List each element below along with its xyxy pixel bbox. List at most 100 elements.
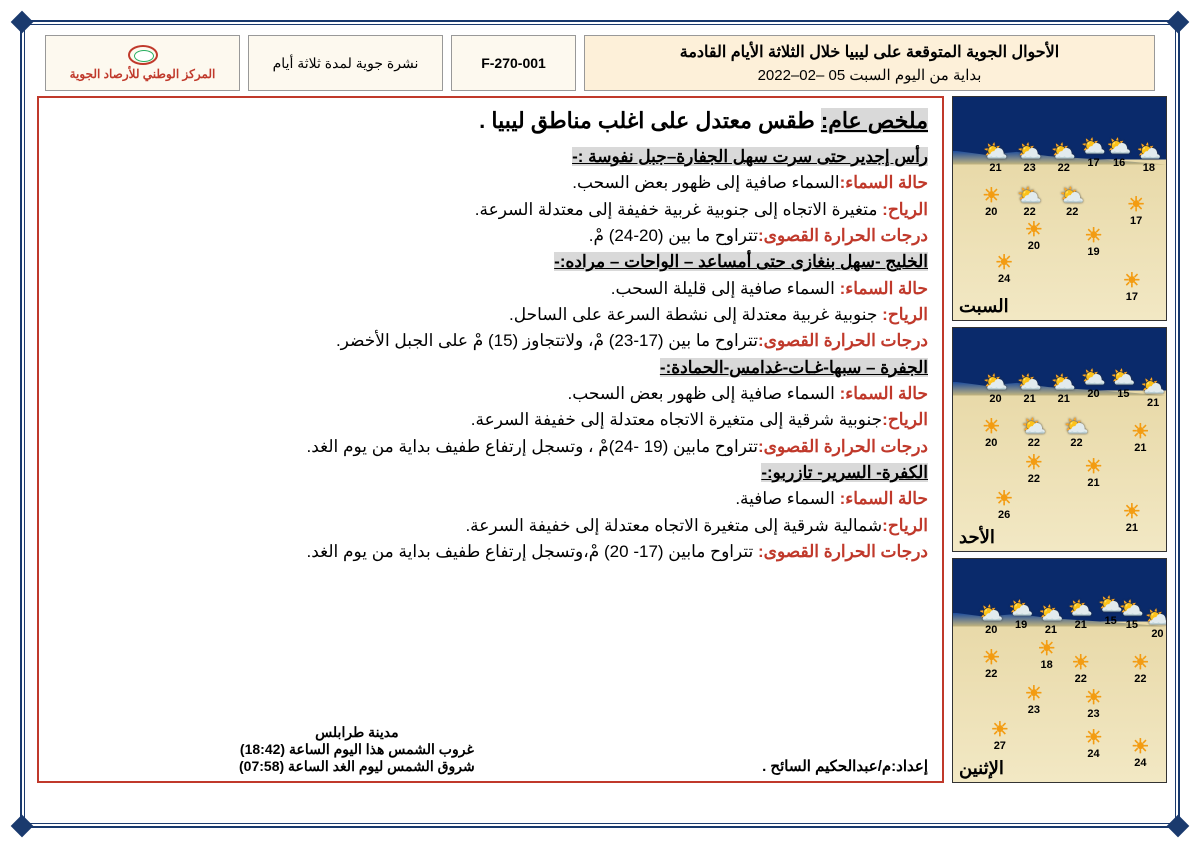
weather-point: ⛅22 xyxy=(1013,186,1047,218)
temp-value: 19 xyxy=(1015,619,1027,631)
temp-value: 20 xyxy=(985,206,997,218)
weather-icons-layer: ⛅20⛅21⛅21⛅20⛅15⛅21☀20⛅22⛅22☀21☀22☀21☀26☀… xyxy=(953,328,1166,551)
weather-icon: ⛅ xyxy=(1140,608,1167,628)
weather-point: ☀27 xyxy=(983,720,1017,752)
temp-value: 21 xyxy=(1147,397,1159,409)
weather-point: ⛅22 xyxy=(1055,186,1089,218)
temp-label: درجات الحرارة القصوى: xyxy=(758,437,928,456)
temp-value: 21 xyxy=(1126,522,1138,534)
temp-value: 24 xyxy=(998,273,1010,285)
temp-value: 24 xyxy=(1087,748,1099,760)
weather-icon: ☀ xyxy=(1077,688,1111,708)
author-label: إعداد: xyxy=(891,758,928,775)
weather-icon: ⛅ xyxy=(979,373,1013,393)
temp-value: 20 xyxy=(1087,388,1099,400)
forecast-map: ⛅20⛅21⛅21⛅20⛅15⛅21☀20⛅22⛅22☀21☀22☀21☀26☀… xyxy=(952,327,1167,552)
temp-text: تتراوح ما بين (20-24) مْ. xyxy=(589,226,758,245)
sunset-time: غروب الشمس هذا اليوم الساعة (18:42) xyxy=(239,741,475,758)
weather-icon: ☀ xyxy=(1077,226,1111,246)
temp-value: 21 xyxy=(1087,477,1099,489)
document-code: F-270-001 xyxy=(451,35,576,91)
temp-value: 21 xyxy=(989,162,1001,174)
region-block: رأس إجدير حتى سرت سهل الجفارة–جبل نفوسة … xyxy=(53,144,928,249)
temp-value: 17 xyxy=(1130,215,1142,227)
maps-column: ⛅21⛅23⛅22⛅17⛅16⛅18☀20⛅22⛅22☀17☀20☀19☀24☀… xyxy=(952,96,1167,783)
temp-text: تتراوح مابين (19 -24)مْ ، وتسجل إرتفاع ط… xyxy=(306,437,758,456)
region-block: الخليج -سهل بنغازى حتى أمساعد – الواحات … xyxy=(53,249,928,354)
wind-text: جنوبية شرقية إلى متغيرة الاتجاه معتدلة إ… xyxy=(471,410,882,429)
temp-value: 22 xyxy=(1058,162,1070,174)
temp-value: 21 xyxy=(1058,393,1070,405)
weather-icon: ☀ xyxy=(1119,195,1153,215)
forecast-map: ⛅20⛅19⛅21⛅21⛅15⛅15⛅20☀22☀18☀22☀22☀23☀23☀… xyxy=(952,558,1167,783)
weather-point: ☀24 xyxy=(987,253,1021,285)
header-row: المركز الوطني للأرصاد الجوية نشرة جوية ل… xyxy=(25,25,1175,96)
weather-point: ☀19 xyxy=(1077,226,1111,258)
temp-value: 17 xyxy=(1126,291,1138,303)
weather-icon: ☀ xyxy=(974,186,1008,206)
temp-value: 22 xyxy=(985,668,997,680)
weather-icon: ☀ xyxy=(974,417,1008,437)
weather-icon: ☀ xyxy=(987,253,1021,273)
weather-point: ☀26 xyxy=(987,489,1021,521)
weather-icon: ⛅ xyxy=(1136,377,1167,397)
weather-point: ⛅20 xyxy=(1140,608,1167,640)
weather-point: ☀18 xyxy=(1030,639,1064,671)
weather-icons-layer: ⛅21⛅23⛅22⛅17⛅16⛅18☀20⛅22⛅22☀17☀20☀19☀24☀… xyxy=(953,97,1166,320)
region-title: الجفرة – سبها-غـات-غدامس-الحمادة:- xyxy=(660,358,928,377)
temp-value: 20 xyxy=(1028,240,1040,252)
weather-icon: ☀ xyxy=(1123,737,1157,757)
temp-value: 22 xyxy=(1024,206,1036,218)
weather-icon: ☀ xyxy=(1017,684,1051,704)
weather-point: ☀17 xyxy=(1115,271,1149,303)
weather-icon: ☀ xyxy=(1115,502,1149,522)
weather-point: ☀23 xyxy=(1077,688,1111,720)
temp-value: 21 xyxy=(1134,442,1146,454)
weather-point: ☀23 xyxy=(1017,684,1051,716)
weather-point: ☀20 xyxy=(1017,220,1051,252)
title-sub: بداية من اليوم السبت 05 –02–2022 xyxy=(758,66,982,84)
weather-icon: ☀ xyxy=(1123,653,1157,673)
temp-value: 20 xyxy=(989,393,1001,405)
region-block: الجفرة – سبها-غـات-غدامس-الحمادة:- حالة ا… xyxy=(53,355,928,460)
temp-value: 20 xyxy=(985,624,997,636)
region-block: الكفرة- السرير- تازربو:-حالة السماء: الس… xyxy=(53,460,928,565)
sky-label: حالة السماء: xyxy=(840,279,928,298)
sky-label: حالة السماء: xyxy=(840,384,928,403)
temp-value: 17 xyxy=(1087,157,1099,169)
wind-text: جنوبية غربية معتدلة إلى نشطة السرعة على … xyxy=(509,305,882,324)
temp-value: 18 xyxy=(1041,659,1053,671)
weather-point: ☀20 xyxy=(974,417,1008,449)
temp-value: 21 xyxy=(1075,619,1087,631)
region-title: الخليج -سهل بنغازى حتى أمساعد – الواحات … xyxy=(554,252,928,271)
weather-icon: ☀ xyxy=(987,489,1021,509)
org-name: المركز الوطني للأرصاد الجوية xyxy=(70,67,216,81)
weather-point: ⛅22 xyxy=(1017,417,1051,449)
weather-point: ☀21 xyxy=(1115,502,1149,534)
weather-point: ☀22 xyxy=(1123,653,1157,685)
org-logo-icon xyxy=(128,45,158,65)
title-main: الأحوال الجوية المتوقعة على ليبيا خلال ا… xyxy=(680,42,1059,62)
forecast-map: ⛅21⛅23⛅22⛅17⛅16⛅18☀20⛅22⛅22☀17☀20☀19☀24☀… xyxy=(952,96,1167,321)
sunrise-time: شروق الشمس ليوم الغد الساعة (07:58) xyxy=(239,758,475,775)
temp-value: 22 xyxy=(1066,206,1078,218)
org-box: المركز الوطني للأرصاد الجوية xyxy=(45,35,240,91)
wind-text: متغيرة الاتجاه إلى جنوبية غربية خفيفة إل… xyxy=(475,200,882,219)
author-line: إعداد:م/عبدالحكيم السائح . xyxy=(762,757,928,775)
weather-point: ☀22 xyxy=(974,648,1008,680)
temp-value: 23 xyxy=(1024,162,1036,174)
temp-label: درجات الحرارة القصوى: xyxy=(758,331,928,350)
temp-value: 20 xyxy=(1151,628,1163,640)
bulletin-type: نشرة جوية لمدة ثلاثة أيام xyxy=(248,35,443,91)
weather-point: ⛅23 xyxy=(1013,142,1047,174)
wind-label: الرياح: xyxy=(882,516,928,535)
weather-icon: ⛅ xyxy=(1013,142,1047,162)
sky-label: حالة السماء: xyxy=(840,489,928,508)
weather-point: ⛅21 xyxy=(1136,377,1167,409)
temp-value: 22 xyxy=(1075,673,1087,685)
weather-point: ⛅21 xyxy=(1013,373,1047,405)
sky-text: السماء صافية إلى قليلة السحب. xyxy=(611,279,840,298)
sky-text: السماء صافية إلى ظهور بعض السحب. xyxy=(572,173,839,192)
region-title: الكفرة- السرير- تازربو:- xyxy=(761,463,928,482)
temp-value: 24 xyxy=(1134,757,1146,769)
